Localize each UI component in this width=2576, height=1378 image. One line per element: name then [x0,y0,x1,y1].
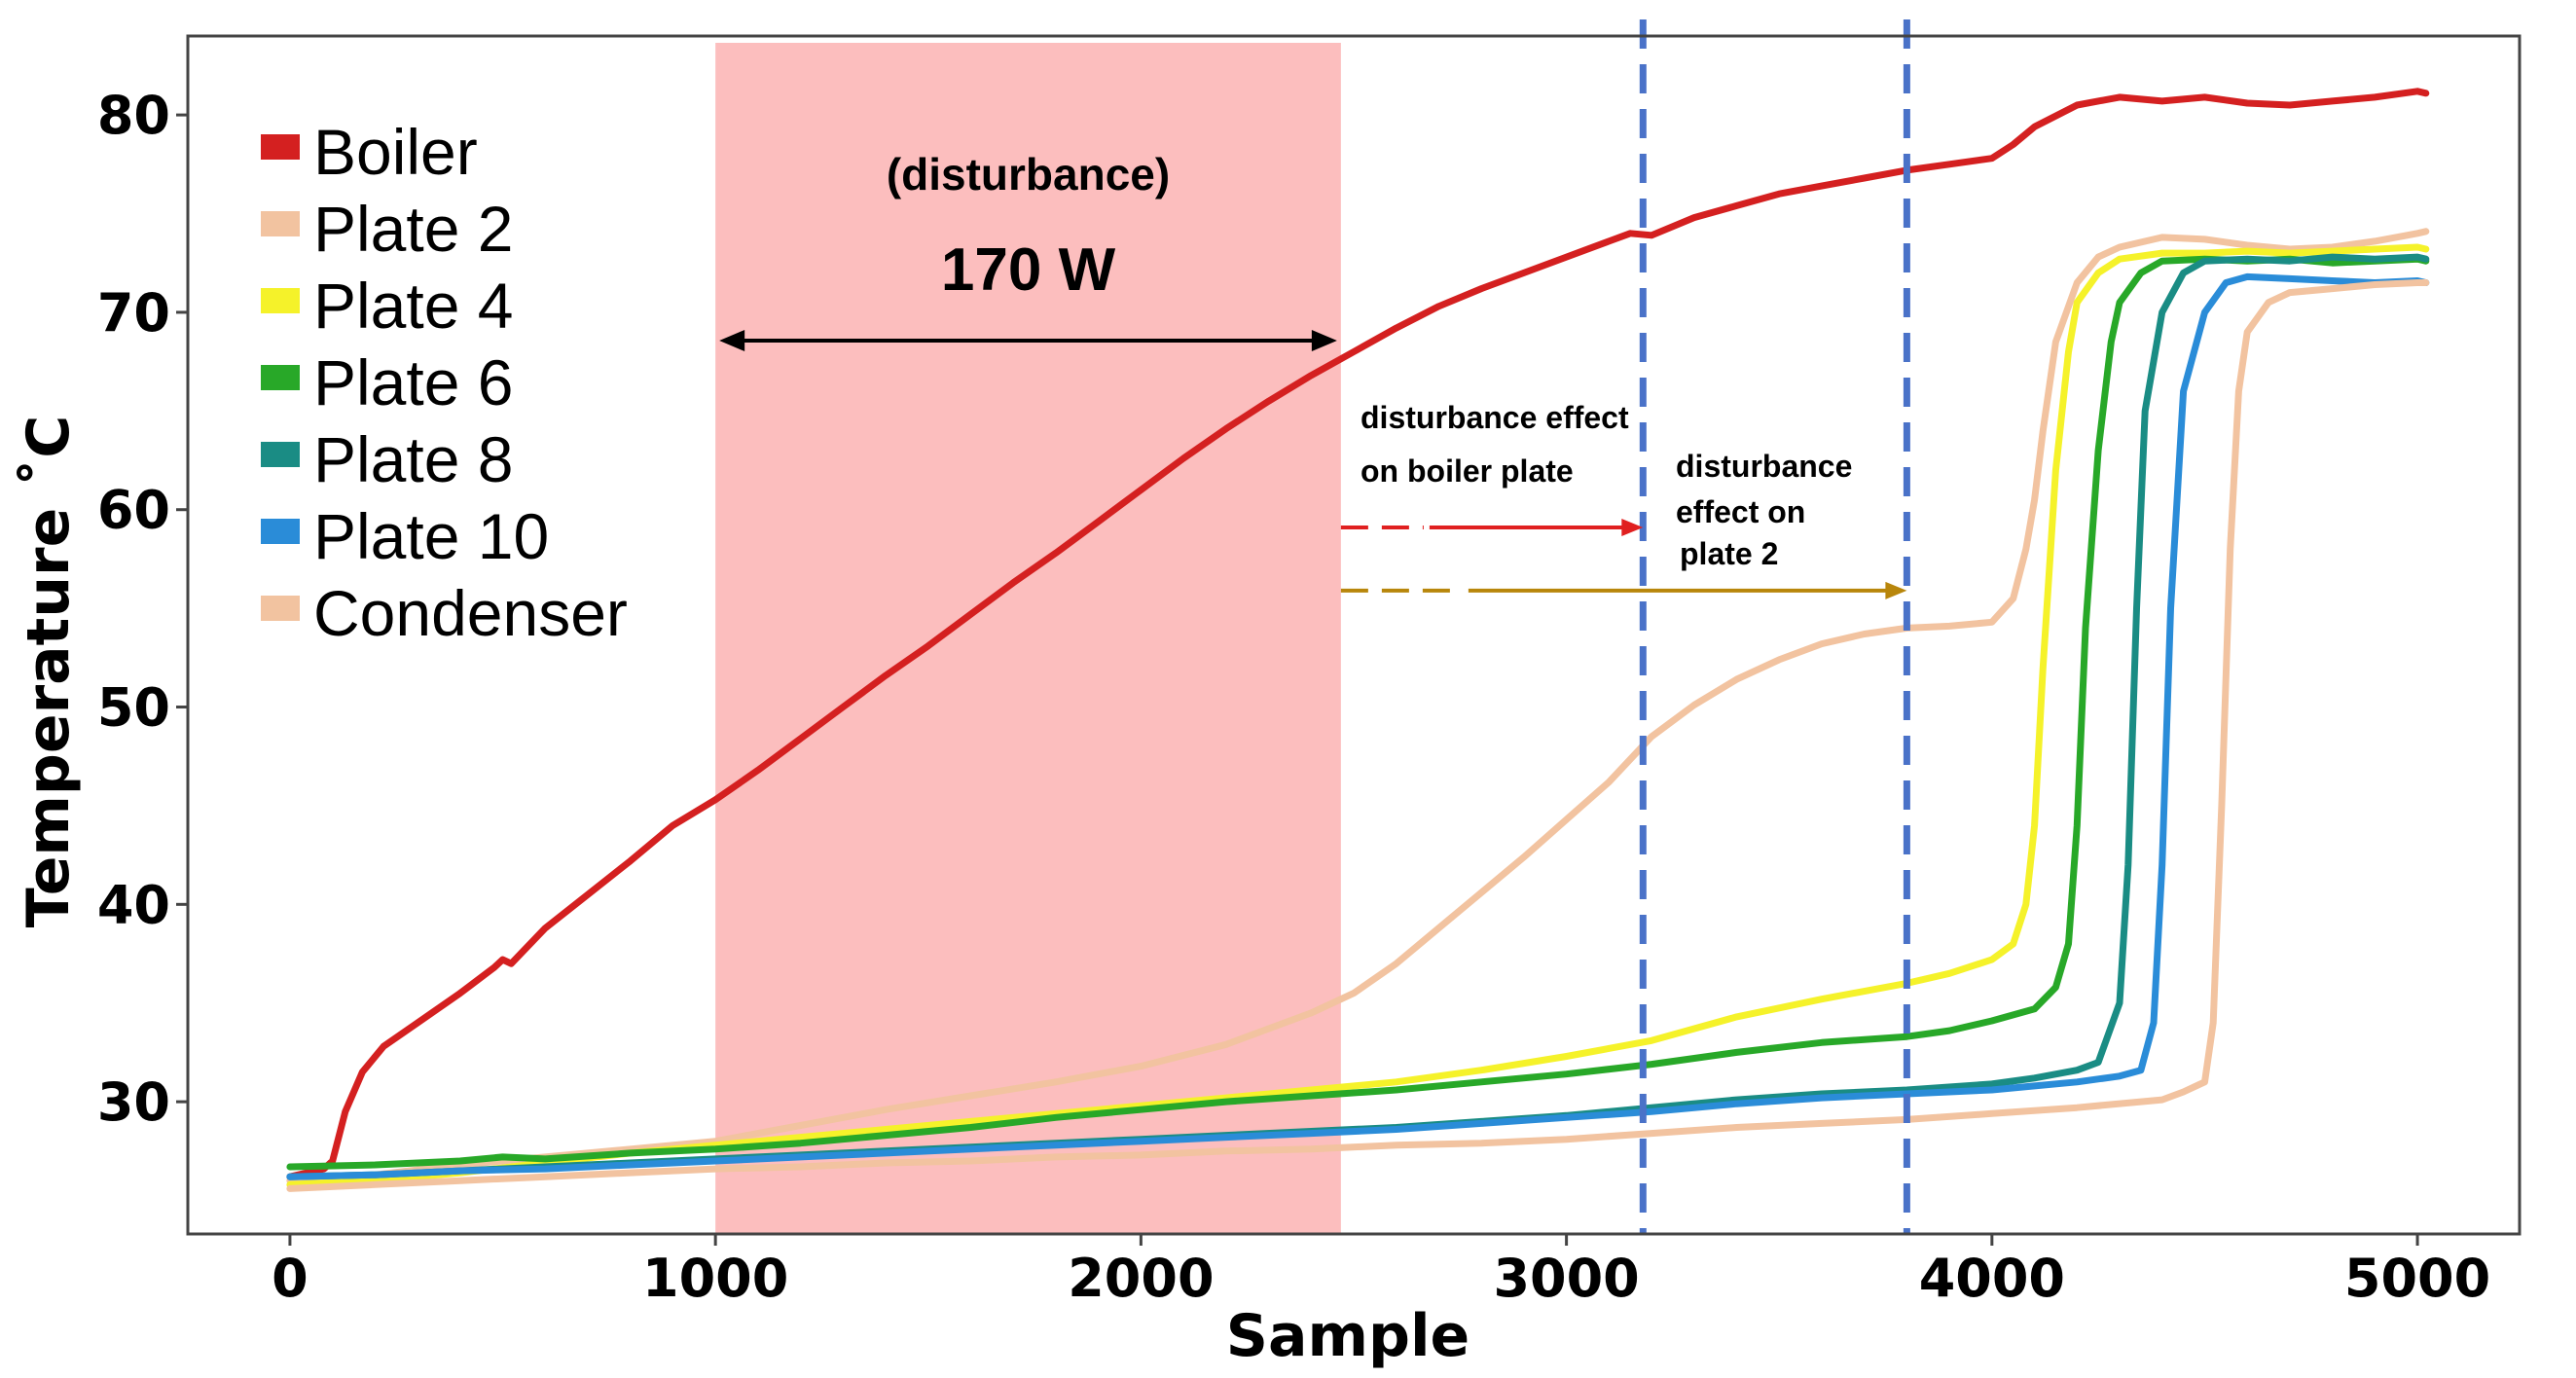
legend-label: Plate 10 [313,500,549,572]
annotation-layer: disturbance effect on boiler plate disturb… [1340,400,1907,599]
axis-layer: 0 1000 2000 3000 4000 5000 30 40 50 60 70 80 [97,34,2522,1309]
legend-label: Plate 6 [313,346,513,418]
x-tick-label: 3000 [1493,1248,1639,1309]
legend-swatch [261,134,300,160]
legend-swatch [261,442,300,467]
x-tick-label: 0 [272,1248,308,1309]
disturbance-power-label: 170 W [941,236,1116,304]
series-line-condenser [286,279,2430,1192]
legend-label: Plate 4 [313,270,513,342]
legend-swatch [261,288,300,313]
series-line-plate-6 [286,255,2430,1171]
x-tick-label: 4000 [1919,1248,2065,1309]
disturbance-label: (disturbance) [887,149,1170,199]
series-line-boiler [286,88,2430,1180]
vertical-lines-layer [1639,19,1910,1234]
legend-swatch [261,519,300,544]
annotation-plate2-line1: disturbance [1676,449,1852,484]
legend-label: Plate 2 [313,193,513,265]
series-line-plate-10 [286,272,2430,1180]
x-axis-title: Sample [1226,1302,1469,1370]
x-tick-label: 1000 [642,1248,788,1309]
y-tick-label: 70 [97,282,170,344]
annotation-plate2-line3: plate 2 [1680,536,1778,571]
legend-swatch [261,596,300,621]
x-tick-label: 2000 [1068,1248,1214,1309]
disturbance-arrowhead-right [1311,330,1337,351]
legend-label: Boiler [313,116,478,188]
x-tick-label: 5000 [2344,1248,2490,1309]
y-tick-label: 80 [97,85,170,146]
y-tick-label: 60 [97,480,170,541]
plot-frame [186,34,2522,1236]
disturbance-arrowhead-left [719,330,745,351]
legend-swatch [261,211,300,236]
annotation-arrowhead-1 [1621,518,1644,536]
series-line-plate-2 [286,228,2430,1184]
y-tick-label: 30 [97,1071,170,1133]
y-axis-title: Temperature ˚C [15,416,83,928]
annotation-boiler-line1: disturbance effect [1361,400,1629,435]
legend-label: Plate 8 [313,423,513,495]
annotation-boiler-line2: on boiler plate [1361,453,1574,489]
disturbance-region [715,43,1341,1234]
annotation-arrowhead-2 [1885,581,1907,599]
legend-swatch [261,365,300,390]
legend-label: Condenser [313,577,628,649]
annotation-plate2-line2: effect on [1676,494,1805,529]
y-tick-label: 40 [97,874,170,935]
y-tick-label: 50 [97,677,170,739]
shaded-region-layer: (disturbance) 170 W [715,43,1341,1234]
